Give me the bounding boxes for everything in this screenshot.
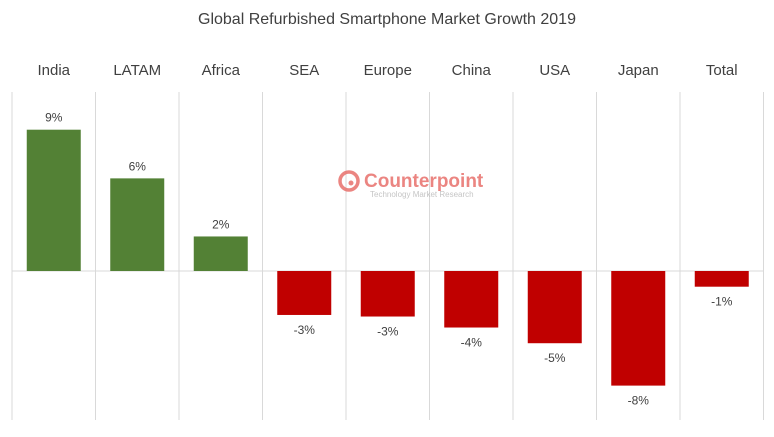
category-label: USA — [539, 62, 570, 79]
data-label: -3% — [377, 325, 399, 339]
data-label: -5% — [544, 351, 566, 365]
bar-india — [26, 129, 81, 271]
watermark-tagline: Technology Market Research — [370, 190, 474, 199]
category-label: SEA — [289, 62, 319, 79]
bar-latam — [110, 178, 165, 271]
bar-africa — [193, 236, 248, 271]
bar-japan — [611, 271, 666, 386]
bar-china — [444, 271, 499, 328]
category-label: China — [452, 62, 492, 79]
bar-total — [694, 271, 749, 287]
bar-sea — [277, 271, 332, 315]
bar-europe — [360, 271, 415, 317]
category-label: Africa — [202, 62, 241, 79]
data-label: -4% — [461, 336, 483, 350]
category-label: India — [37, 62, 70, 79]
category-label: Japan — [618, 62, 659, 79]
category-label: Total — [706, 62, 738, 79]
chart-title: Global Refurbished Smartphone Market Gro… — [198, 11, 576, 28]
bar-usa — [527, 271, 582, 344]
category-label: LATAM — [113, 62, 161, 79]
watermark-brand: Counterpoint — [364, 171, 484, 192]
counterpoint-logo-icon — [338, 170, 360, 192]
data-label: -1% — [711, 295, 733, 309]
data-label: 9% — [45, 111, 63, 125]
counterpoint-watermark: Counterpoint Technology Market Research — [338, 170, 484, 199]
data-label: 6% — [129, 159, 147, 173]
data-label: -3% — [294, 323, 316, 337]
data-label: -8% — [628, 394, 650, 408]
data-label: 2% — [212, 217, 230, 231]
category-label: Europe — [364, 62, 412, 79]
